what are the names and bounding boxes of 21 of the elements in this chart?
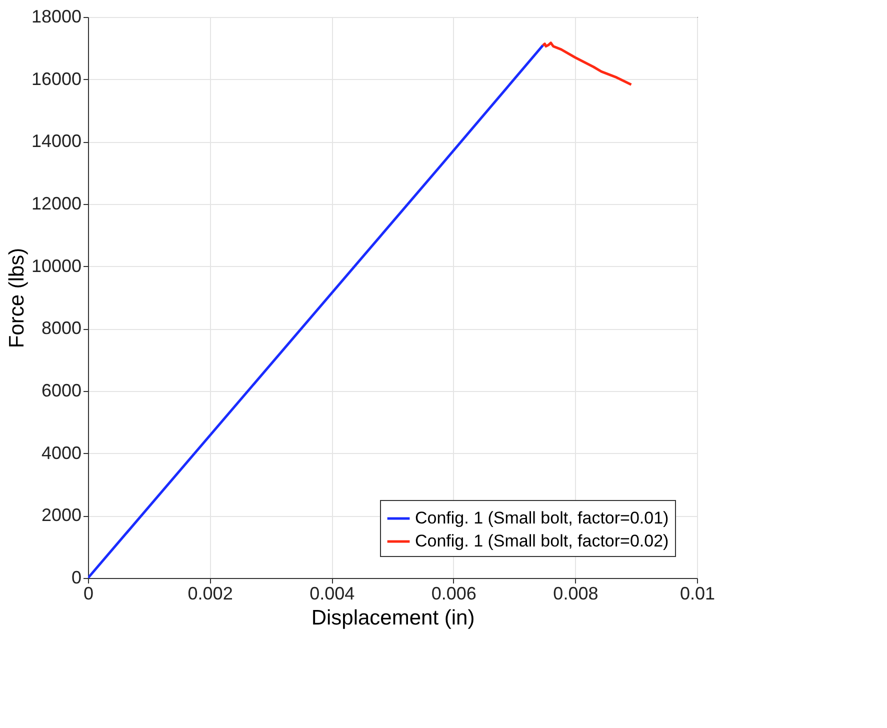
- x-tick-label: 0.006: [431, 584, 476, 604]
- y-tick-label: 14000: [31, 131, 82, 152]
- y-tick-label: 0: [71, 568, 82, 588]
- y-tick-label: 4000: [41, 442, 82, 463]
- y-tick-label: 16000: [31, 68, 82, 89]
- x-tick-label: 0: [83, 584, 94, 604]
- y-tick-label: 18000: [31, 6, 82, 26]
- line-series: [542, 42, 632, 86]
- y-tick-label: 2000: [41, 505, 82, 526]
- x-tick-label: 0.01: [680, 584, 716, 604]
- y-tick-label: 12000: [31, 194, 82, 214]
- y-axis-title: Force (lbs): [5, 248, 28, 348]
- legend-label: Config. 1 (Small bolt, factor=0.02): [415, 532, 669, 550]
- x-axis-title: Displacement (in): [311, 606, 475, 630]
- y-tick-label: 6000: [41, 380, 82, 400]
- legend-label: Config. 1 (Small bolt, factor=0.01): [415, 508, 669, 528]
- x-tick-label: 0.008: [553, 584, 598, 604]
- y-tick-label: 8000: [41, 318, 82, 338]
- y-tick-label: 10000: [31, 256, 82, 276]
- x-tick-label: 0.004: [310, 584, 355, 604]
- x-tick-label: 0.002: [188, 584, 233, 604]
